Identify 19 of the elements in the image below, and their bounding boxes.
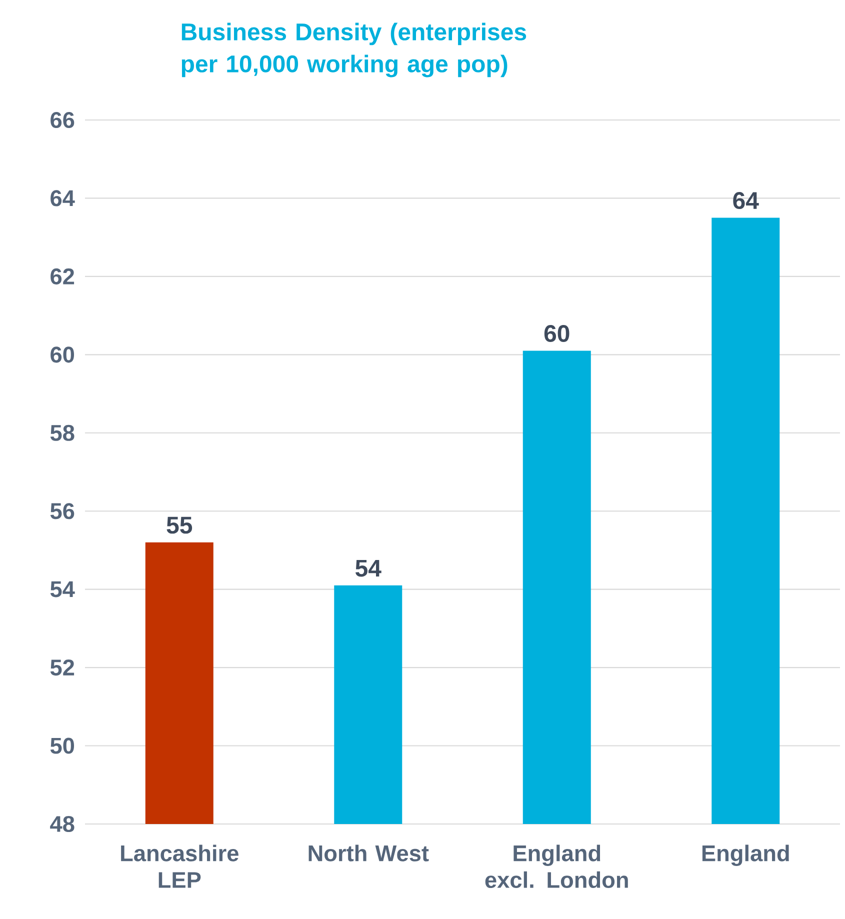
y-tick-label: 66 — [50, 112, 74, 128]
y-tick-label: 64 — [50, 190, 75, 206]
x-tick-label: North West — [308, 844, 429, 862]
data-label: 60 — [544, 325, 570, 342]
x-tick-label: Lancashire LEP — [121, 844, 238, 888]
x-tick-label: England excl. London — [485, 844, 628, 888]
data-label: 64 — [733, 192, 759, 210]
y-tick-label: 62 — [50, 268, 74, 284]
y-tick-label: 52 — [50, 660, 74, 676]
y-tick-label: 50 — [50, 738, 74, 754]
chart-title: Business Density (enterprises per 10,000 working age pop) — [182, 22, 526, 78]
y-tick-label: 48 — [50, 816, 74, 832]
data-label: 54 — [356, 560, 382, 577]
y-tick-label: 54 — [50, 581, 75, 598]
data-label: 55 — [166, 516, 192, 534]
y-tick-label: 58 — [50, 424, 74, 441]
y-tick-label: 60 — [50, 346, 74, 363]
y-tick-label: 56 — [50, 503, 74, 520]
x-tick-label: England — [702, 844, 789, 866]
